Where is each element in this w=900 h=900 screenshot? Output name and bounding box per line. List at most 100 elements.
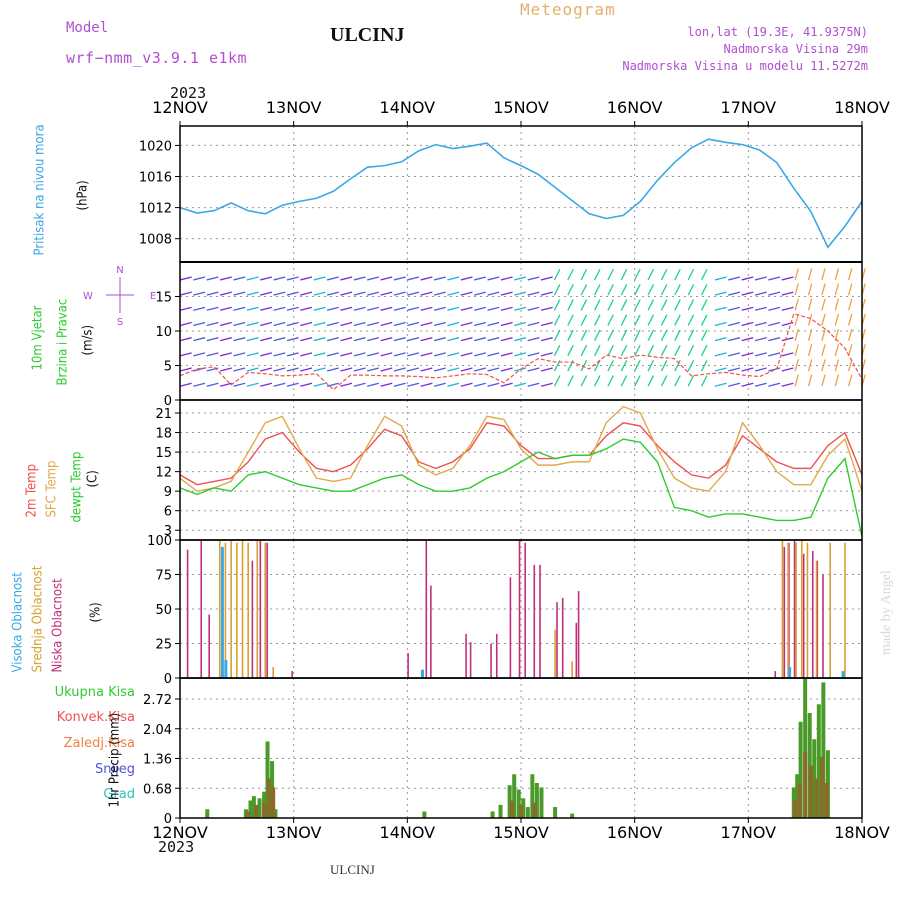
legend-freezing-rain: Zaledj.Kisa — [63, 736, 135, 751]
wind-barb — [353, 367, 366, 372]
wind-barb — [393, 276, 406, 281]
wind-barb — [660, 299, 668, 311]
wind-barb — [286, 306, 299, 311]
legend-total-rain: Ukupna Kisa — [54, 685, 135, 700]
wind-barb — [674, 344, 681, 357]
wind-barb — [768, 276, 781, 281]
wind-barb — [687, 344, 695, 357]
wind-barb — [821, 298, 826, 311]
wind-barb — [313, 367, 326, 372]
wind-barb — [326, 321, 339, 327]
wind-barb — [553, 314, 561, 326]
wind-barb — [700, 375, 708, 387]
y-tick-label: 1012 — [139, 202, 172, 217]
precip-conv-bar — [814, 778, 819, 818]
wind-barb — [433, 276, 446, 281]
wind-barb — [246, 337, 259, 342]
wind-barb — [246, 321, 259, 327]
wind-barb — [340, 382, 353, 387]
precip-conv-bar — [254, 804, 259, 818]
wind-barb — [620, 375, 628, 387]
wind-barb — [794, 313, 799, 326]
wind-barb — [433, 291, 446, 296]
wind-barb — [340, 367, 353, 372]
precip-total-bar — [507, 785, 512, 818]
wind-barb — [460, 382, 473, 387]
wind-barb — [219, 367, 232, 372]
wind-barb — [834, 359, 840, 372]
wind-barb — [460, 321, 473, 327]
wind-barb — [500, 276, 513, 281]
wind-barb — [728, 291, 741, 296]
precip-conv-bar — [808, 765, 813, 818]
precip-conv-bar — [509, 800, 514, 818]
y-tick-label: 75 — [155, 569, 172, 584]
wind-barb — [219, 382, 232, 387]
precip-total-bar — [273, 809, 278, 818]
wind-barb — [206, 321, 219, 327]
wind-barb — [634, 360, 641, 372]
precip-total-bar — [243, 809, 248, 818]
wind-barb — [179, 382, 192, 387]
wind-barb — [193, 352, 206, 357]
wind-barb — [728, 276, 741, 281]
precip-conv-bar — [820, 756, 825, 818]
station-title: ULCINJ — [330, 24, 405, 46]
wind-barb — [607, 314, 614, 326]
precip-total-bar — [795, 774, 800, 818]
wind-barb — [674, 268, 681, 281]
y-tick-label: 21 — [155, 407, 172, 422]
wind-barb — [527, 367, 540, 372]
wind-barb — [728, 382, 741, 387]
wind-barb — [219, 306, 232, 311]
wind-barb — [567, 329, 574, 341]
wind-barb — [353, 321, 366, 327]
wind-barb — [687, 329, 695, 341]
wind-barb — [353, 291, 366, 296]
wind-barb — [647, 360, 655, 372]
wind-barb — [179, 291, 192, 296]
wind-barb — [286, 337, 299, 342]
wind-barb — [607, 284, 614, 296]
y-tick-label: 1016 — [139, 171, 172, 186]
wind-barb — [219, 352, 232, 357]
location-label: lon,lat (19.3E, 41.9375N) — [687, 25, 868, 39]
precip-total-bar — [553, 807, 558, 818]
wind-barb — [514, 291, 527, 296]
wind-barb — [179, 321, 192, 327]
wind-barb — [700, 344, 708, 357]
wind-barb — [620, 360, 628, 372]
wind-barb — [420, 321, 433, 327]
wind-barb — [433, 337, 446, 342]
wind-barb — [514, 306, 527, 311]
wind-barb — [286, 367, 299, 372]
wind-barb — [807, 374, 813, 387]
y-tick-label: 5 — [164, 360, 172, 375]
y-tick-label: 1020 — [139, 139, 172, 154]
wind-barb — [487, 367, 500, 372]
wind-barb — [233, 367, 246, 372]
wind-barb — [834, 344, 840, 357]
wind-barb — [794, 268, 799, 281]
wind-barb — [514, 352, 527, 357]
model-name: wrf−nmm_v3.9.1 e1km — [66, 49, 248, 67]
wind-barb — [340, 291, 353, 296]
wind-barb — [353, 276, 366, 281]
wind-barb — [514, 382, 527, 387]
y-tick-label: 12 — [155, 466, 172, 481]
wind-barb — [714, 367, 727, 372]
wind-barb — [848, 298, 853, 311]
precip-conv-bar — [797, 783, 802, 818]
wind-barb — [500, 337, 513, 342]
x-tick-label-bottom: 18NOV — [834, 823, 890, 842]
wind-barb — [407, 367, 420, 372]
precip-conv-bar — [262, 802, 267, 818]
wind-barb — [420, 382, 433, 387]
wind-barb — [807, 328, 813, 341]
wind-barb — [353, 382, 366, 387]
wind-barb — [447, 352, 460, 357]
wind-barb — [367, 276, 380, 281]
wind-barb — [834, 374, 840, 387]
wind-barb — [848, 344, 853, 357]
wind-barb — [487, 337, 500, 342]
